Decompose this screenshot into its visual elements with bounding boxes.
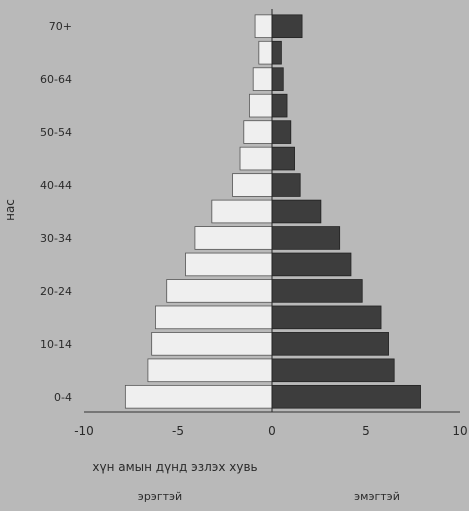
- y-tick-label: 50-54: [40, 126, 72, 139]
- bar-female-70+: [271, 14, 303, 39]
- bar-female-65-69: [271, 40, 282, 65]
- bar-male-45-49: [239, 146, 273, 171]
- bar-female-35-39: [271, 199, 322, 224]
- bar-female-0-4: [271, 384, 421, 409]
- bar-male-40-44: [232, 173, 273, 197]
- y-tick-label: 60-64: [40, 73, 72, 86]
- bar-female-45-49: [271, 146, 295, 171]
- bar-female-30-34: [271, 226, 341, 250]
- legend-male-label: эрэгтэй: [138, 490, 182, 503]
- axes-layer: -10 -5 0 5 10 70+ 60-64 50-54 40-44 30-34 20-24 10-…: [40, 9, 468, 438]
- x-tick-label: 10: [452, 424, 467, 438]
- bar-male-70+: [254, 14, 273, 39]
- bar-male-65-69: [258, 40, 273, 65]
- bar-male-30-34: [194, 226, 273, 250]
- bar-female-40-44: [271, 173, 301, 197]
- y-tick-label: 10-14: [40, 338, 72, 351]
- y-axis-label: нас: [3, 199, 17, 221]
- x-tick-label: 0: [268, 424, 276, 438]
- bar-male-35-39: [211, 199, 273, 224]
- labels-layer: нас хүн амын дүнд эзлэх хувь эрэгтэй эмэ…: [3, 199, 400, 503]
- bars-layer: [124, 14, 421, 409]
- bar-male-50-54: [243, 120, 273, 144]
- y-tick-label: 30-34: [40, 232, 72, 245]
- bar-male-55-59: [249, 93, 273, 118]
- bar-female-55-59: [271, 93, 288, 118]
- bar-female-5-9: [271, 358, 395, 383]
- bar-male-5-9: [147, 358, 273, 383]
- bar-male-15-19: [155, 305, 273, 330]
- x-tick-label: -10: [74, 424, 94, 438]
- y-tick-label: 20-24: [40, 285, 72, 298]
- bar-male-0-4: [124, 384, 273, 409]
- bar-male-10-14: [151, 332, 273, 356]
- y-tick-label: 0-4: [54, 391, 72, 404]
- x-axis-label: хүн амын дүнд эзлэх хувь: [92, 460, 257, 474]
- y-tick-label: 40-44: [40, 179, 72, 192]
- bar-female-60-64: [271, 67, 284, 91]
- bar-female-25-29: [271, 252, 352, 277]
- x-tick-label: 5: [362, 424, 370, 438]
- y-tick-label: 70+: [49, 20, 72, 33]
- x-tick-label: -5: [172, 424, 184, 438]
- bar-female-20-24: [271, 279, 363, 303]
- bar-male-60-64: [252, 67, 273, 91]
- bar-male-20-24: [166, 279, 273, 303]
- bar-female-50-54: [271, 120, 292, 144]
- bar-female-10-14: [271, 332, 389, 356]
- bar-female-15-19: [271, 305, 382, 330]
- bar-male-25-29: [185, 252, 273, 277]
- legend-female-label: эмэгтэй: [354, 490, 400, 503]
